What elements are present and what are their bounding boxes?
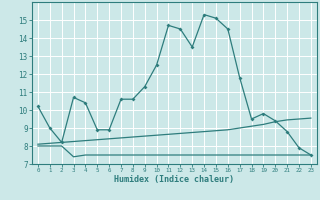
X-axis label: Humidex (Indice chaleur): Humidex (Indice chaleur) — [115, 175, 234, 184]
